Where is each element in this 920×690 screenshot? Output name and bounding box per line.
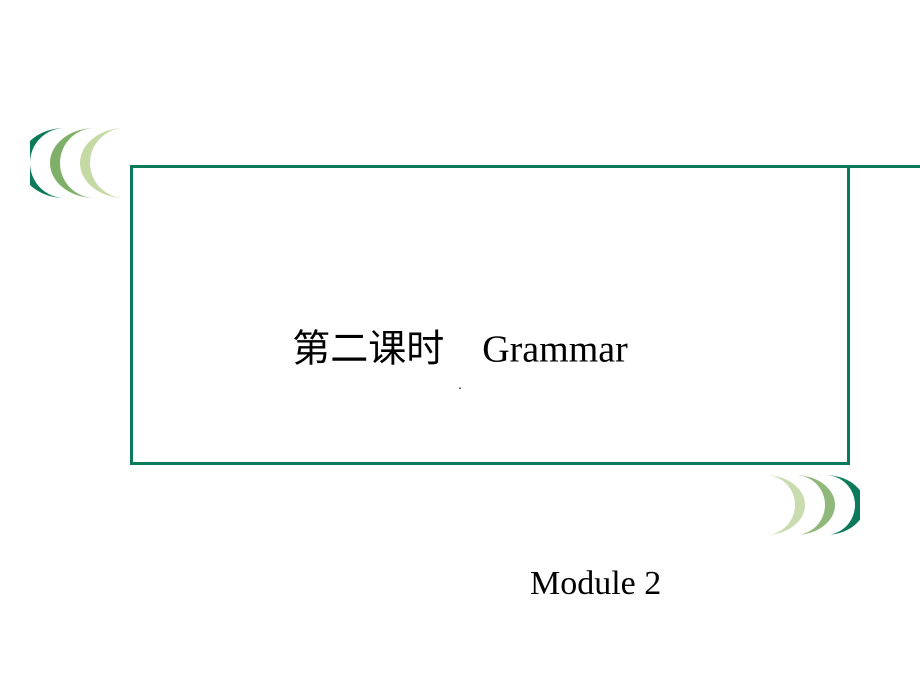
- crescent-light-icon: [765, 475, 805, 535]
- main-content-frame: [130, 165, 850, 465]
- bottom-right-crescents: [740, 475, 860, 540]
- top-line-extension: [850, 165, 920, 168]
- slide-title: 第二课时 Grammar: [292, 318, 628, 373]
- center-dot: .: [458, 378, 462, 394]
- top-left-crescents: [30, 128, 150, 198]
- crescent-light-icon: [80, 128, 125, 198]
- module-label: Module 2: [530, 565, 661, 603]
